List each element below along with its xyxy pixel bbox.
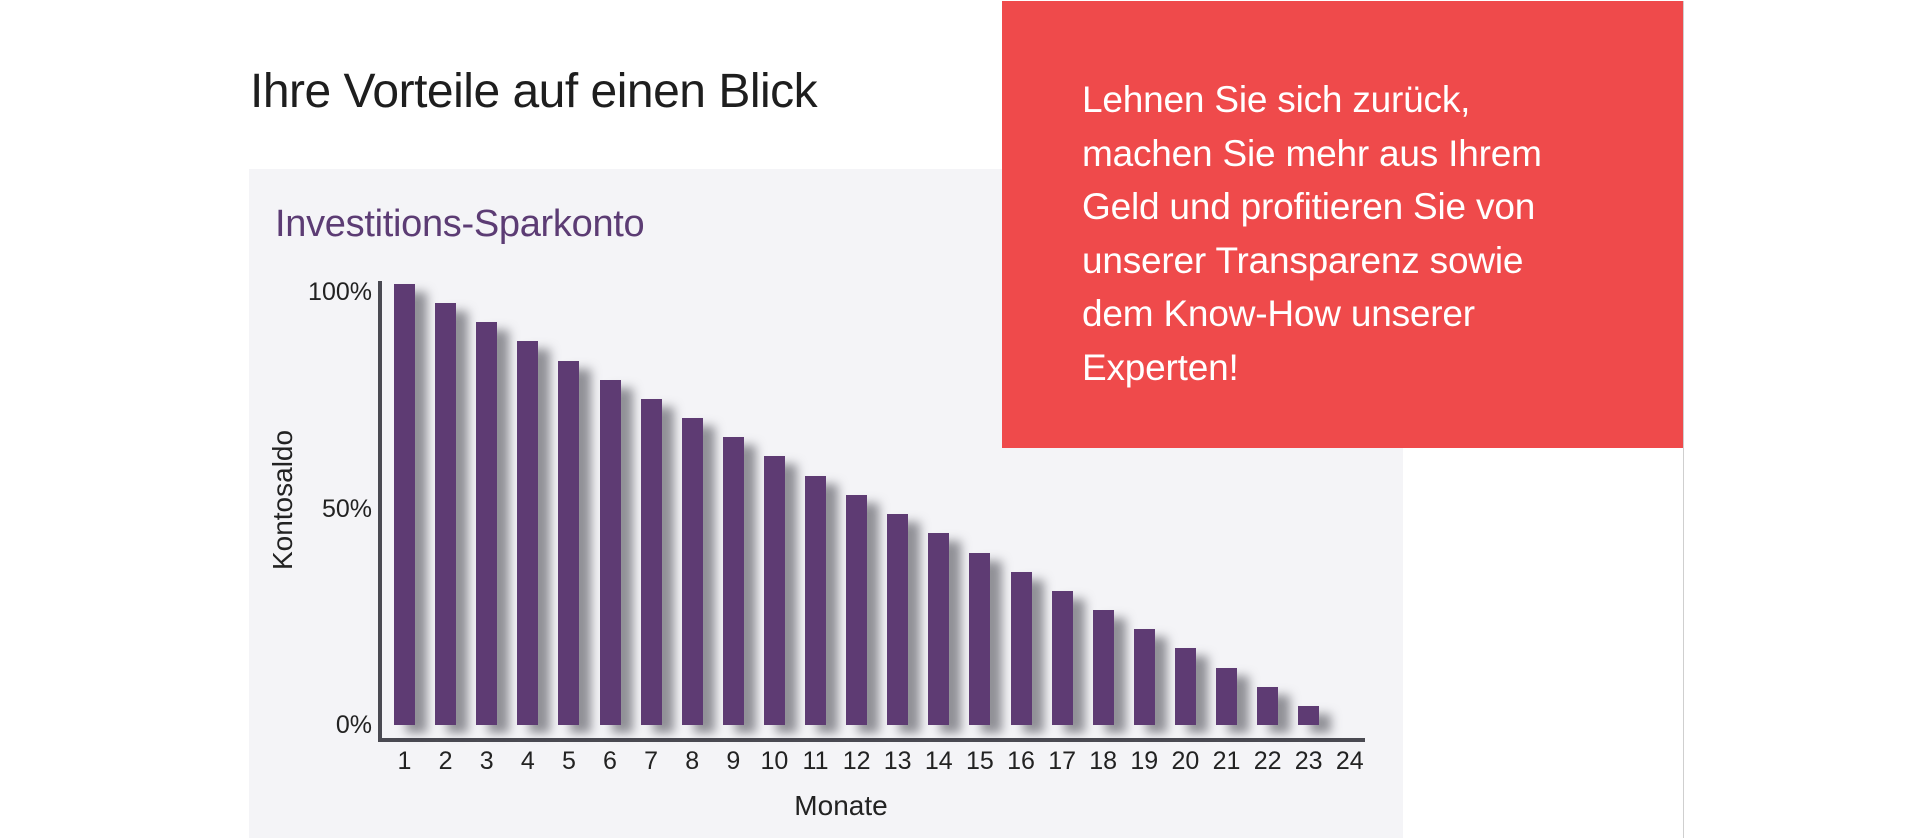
bar-month-16 [1010, 571, 1032, 725]
bar-month-21 [1216, 667, 1237, 725]
promo-box: Lehnen Sie sich zurück, machen Sie mehr … [1002, 1, 1683, 448]
promo-line: dem Know-How unserer [1082, 293, 1475, 334]
promo-line: Geld und profitieren Sie von [1082, 186, 1536, 227]
bar-month-10 [763, 456, 785, 725]
promo-line: unserer Transparenz sowie [1082, 239, 1524, 281]
bar-month-18 [1092, 609, 1114, 725]
bar-month-22 [1257, 686, 1279, 725]
chart-title: Investitions-Sparkonto [275, 203, 645, 245]
y-axis-label: Kontosaldo [267, 429, 298, 571]
bar-month-5 [558, 360, 580, 725]
bar-month-9 [722, 437, 744, 725]
bar-month-11 [805, 475, 826, 725]
bar-month-19 [1133, 629, 1155, 725]
bar-month-12 [846, 494, 868, 725]
bar-month-7 [640, 399, 662, 725]
y-axis-line [378, 281, 382, 742]
bar-month-1 [394, 284, 415, 725]
bar-month-13 [887, 514, 909, 725]
y-tick-0: 0% [335, 711, 372, 739]
promo-line: machen Sie mehr aus Ihrem [1082, 132, 1542, 174]
bar-month-14 [928, 533, 950, 725]
bar-month-6 [599, 379, 621, 725]
promo-line: Experten! [1082, 346, 1239, 388]
y-tick-50: 50% [321, 495, 372, 523]
page-title: Ihre Vorteile auf einen Blick [250, 65, 818, 118]
promo-line: Lehnen Sie sich zurück, [1082, 79, 1471, 120]
bar-month-20 [1174, 648, 1196, 725]
bar-month-17 [1051, 590, 1073, 725]
bar-month-23 [1298, 706, 1320, 725]
promo-text: Lehnen Sie sich zurück, machen Sie mehr … [1082, 73, 1662, 394]
bar-month-3 [476, 322, 498, 725]
bar-month-15 [969, 552, 991, 725]
x-axis-label: Monate [794, 790, 888, 821]
right-divider [1683, 1, 1684, 838]
x-axis-line [378, 738, 1365, 742]
bar-month-8 [681, 418, 703, 725]
bar-month-2 [435, 302, 457, 725]
bar-month-4 [517, 341, 539, 725]
y-tick-100: 100% [308, 278, 372, 306]
